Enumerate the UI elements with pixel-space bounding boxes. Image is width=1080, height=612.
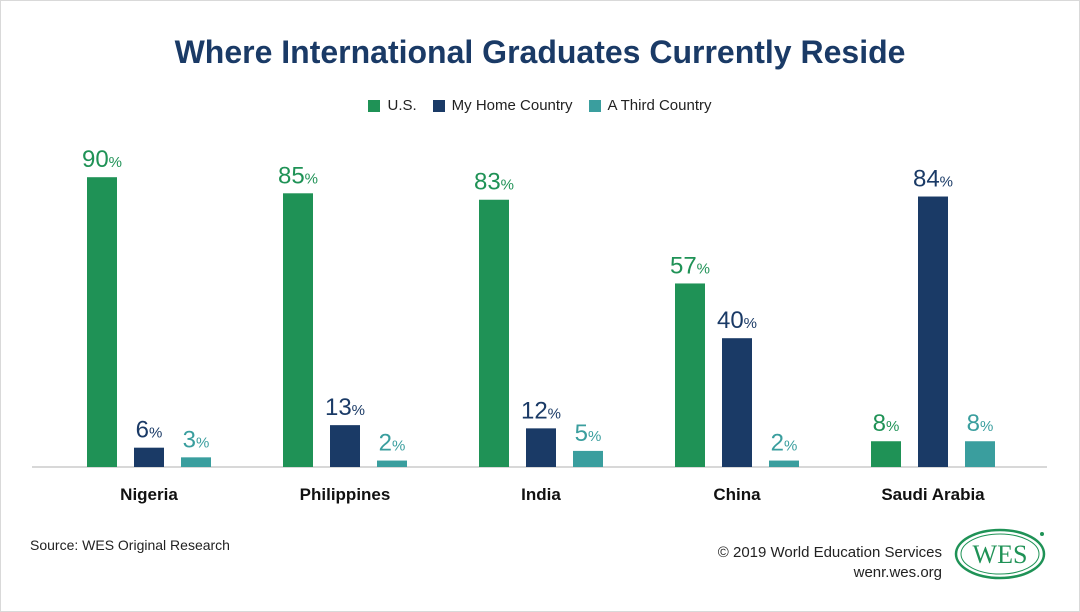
legend-item-third: A Third Country <box>588 97 712 114</box>
bar-third-4 <box>965 441 995 467</box>
bar-third-0 <box>181 457 211 467</box>
wes-logo-text: WES <box>973 540 1028 569</box>
data-label-home-1: 13% <box>325 394 365 421</box>
data-label-home-3: 40% <box>717 307 757 334</box>
legend-item-home: My Home Country <box>432 97 573 114</box>
category-label-2: India <box>521 485 561 504</box>
category-label-1: Philippines <box>300 485 391 504</box>
data-label-us-2: 83% <box>474 169 514 196</box>
data-label-home-0: 6% <box>136 417 163 444</box>
bar-us-4 <box>871 441 901 467</box>
data-label-third-4: 8% <box>967 410 994 437</box>
data-label-third-0: 3% <box>183 426 210 453</box>
site-url: wenr.wes.org <box>853 564 942 581</box>
category-label-0: Nigeria <box>120 485 178 504</box>
legend-label-home: My Home Country <box>451 97 573 114</box>
category-label-4: Saudi Arabia <box>881 485 985 504</box>
chart-title: Where International Graduates Currently … <box>174 34 906 70</box>
legend: U.S. My Home Country A Third Country <box>0 97 1080 114</box>
bar-home-4 <box>918 196 948 467</box>
source-note: Source: WES Original Research <box>30 537 230 553</box>
bar-us-0 <box>87 177 117 467</box>
bar-home-3 <box>722 338 752 467</box>
data-label-home-2: 12% <box>521 397 561 424</box>
data-label-third-3: 2% <box>771 430 798 457</box>
data-label-us-3: 57% <box>670 252 710 279</box>
legend-label-third: A Third Country <box>607 97 712 114</box>
bar-home-1 <box>330 425 360 467</box>
bar-home-2 <box>526 428 556 467</box>
data-label-home-4: 84% <box>913 166 953 193</box>
legend-label-us: U.S. <box>387 97 417 114</box>
legend-swatch-us <box>368 99 381 112</box>
footer: © 2019 World Education Services wenr.wes… <box>718 543 942 583</box>
bar-third-3 <box>769 460 799 467</box>
bar-third-1 <box>377 460 407 467</box>
bar-us-2 <box>479 199 509 468</box>
bar-third-2 <box>573 450 603 467</box>
data-label-third-2: 5% <box>575 420 602 447</box>
legend-item-us: U.S. <box>368 97 417 114</box>
bar-us-1 <box>283 193 313 468</box>
bar-us-3 <box>675 283 705 467</box>
legend-swatch-third <box>588 99 601 112</box>
bar-home-0 <box>134 447 164 467</box>
legend-swatch-home <box>432 99 445 112</box>
data-label-us-0: 90% <box>82 146 122 173</box>
data-label-us-1: 85% <box>278 162 318 189</box>
wes-logo-icon: WES <box>954 528 1046 580</box>
category-label-3: China <box>713 485 761 504</box>
data-label-third-1: 2% <box>379 430 406 457</box>
copyright-text: © 2019 World Education Services <box>717 544 942 561</box>
data-label-us-4: 8% <box>873 410 900 437</box>
